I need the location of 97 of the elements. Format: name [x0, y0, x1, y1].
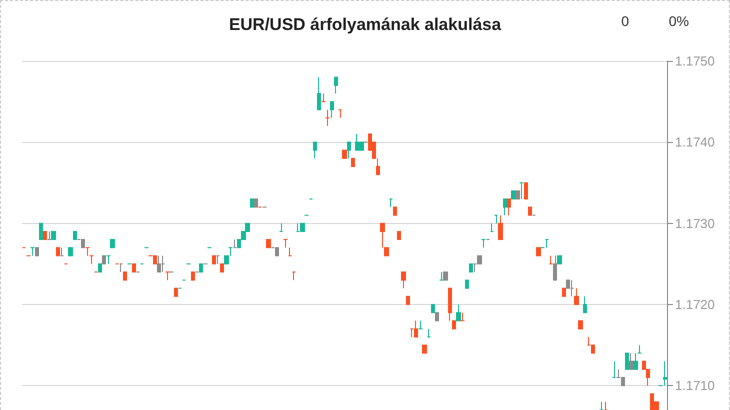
candlestick: [515, 190, 520, 200]
candlestick: [397, 230, 401, 240]
y-tick-label: 1.1730: [675, 216, 715, 231]
candlestick: [60, 247, 64, 256]
y-tick-label: 1.1740: [675, 134, 715, 150]
candlestick: [439, 272, 444, 281]
candlestick: [266, 239, 271, 248]
candlestick: [443, 272, 448, 281]
text: 0%: [668, 13, 689, 29]
candlestick: [435, 312, 439, 322]
candlestick: [250, 198, 254, 208]
candlestick: [313, 142, 317, 159]
chart-title: EUR/USD árfolyamának alakulása: [228, 15, 502, 34]
candlestick: [406, 296, 410, 305]
candlestick: [110, 239, 115, 248]
candlestick: [570, 280, 574, 297]
candlestick: [212, 255, 216, 264]
candlestick: [347, 142, 351, 159]
candlestick: [43, 230, 47, 240]
candlestick: [220, 263, 224, 273]
candlestick: [460, 312, 465, 322]
candlestick: [56, 247, 60, 256]
candlestick: [519, 182, 524, 200]
candlestick: [30, 247, 35, 256]
candlestick: [389, 198, 393, 208]
candlestick: [629, 352, 633, 370]
candlestick: [452, 320, 456, 330]
candlestick: [583, 296, 587, 314]
candlestick: [102, 255, 106, 264]
candlestick: [132, 263, 136, 273]
candlestick: [317, 76, 321, 110]
candlestick: [119, 263, 123, 273]
candlestick: [165, 272, 170, 281]
candlestick: [578, 320, 583, 330]
candlestick: [275, 247, 279, 256]
candlestick: [68, 247, 73, 256]
candlestick: [431, 304, 435, 314]
candlestick: [562, 288, 566, 297]
candlestick: [342, 150, 347, 159]
candlestick: [494, 214, 498, 224]
candlestick: [498, 214, 503, 240]
candlestick: [191, 272, 195, 281]
candlestick: [574, 288, 579, 305]
candlestick: [418, 320, 423, 330]
candlestick: [503, 198, 507, 216]
candlestick: [292, 272, 296, 281]
candlestick: [39, 222, 43, 240]
y-tick-label: 1.1710: [675, 378, 715, 394]
candlestick: [81, 239, 85, 248]
candlestick: [465, 280, 469, 289]
candlestick: [625, 352, 629, 370]
candlestick: [553, 255, 557, 281]
candlestick: [106, 255, 111, 264]
candlestick: [157, 255, 161, 273]
y-tick-label: 1.1750: [675, 54, 715, 68]
candlestick: [233, 239, 237, 248]
candlestick: [456, 304, 461, 322]
candlestick: [330, 101, 334, 118]
candlestick: [199, 263, 203, 273]
candlestick: [174, 288, 178, 297]
candlestick: [351, 158, 355, 168]
candlestick: [557, 255, 562, 264]
candlestick: [469, 263, 473, 273]
candlestick: [51, 230, 56, 240]
y-tick-label: 1.1720: [675, 296, 715, 312]
candlestick: [325, 109, 330, 126]
candlestick: [35, 247, 39, 256]
candlestick: [414, 320, 418, 338]
candlestick: [334, 76, 338, 94]
text: 0: [621, 13, 630, 29]
candlestick: [490, 222, 494, 232]
candlestick: [283, 239, 288, 248]
candlestick: [321, 92, 326, 102]
candlestick: [422, 344, 427, 354]
candlestick: [254, 198, 258, 208]
candlestick: [401, 272, 406, 289]
candlestick: [123, 272, 127, 281]
candlestick: [524, 182, 528, 200]
candlestick: [549, 255, 553, 264]
candlestick: [288, 247, 292, 256]
candlestick: [448, 288, 452, 322]
candlestick: [216, 255, 220, 264]
candlestick: [612, 360, 616, 378]
candlestick: [161, 255, 165, 273]
candlestick: [536, 247, 541, 256]
candlestick: [300, 222, 305, 232]
candlestick: [98, 263, 102, 273]
candlestick: [511, 190, 515, 200]
candlestick: [47, 230, 52, 240]
candlestick: [481, 239, 486, 248]
candlestick: [427, 328, 431, 338]
candlestick: [393, 206, 397, 216]
candlestick: [528, 206, 532, 216]
candlestick: [73, 230, 77, 240]
candlestick: [279, 222, 283, 232]
candlestick: [507, 198, 511, 216]
candlestick: [338, 109, 342, 118]
